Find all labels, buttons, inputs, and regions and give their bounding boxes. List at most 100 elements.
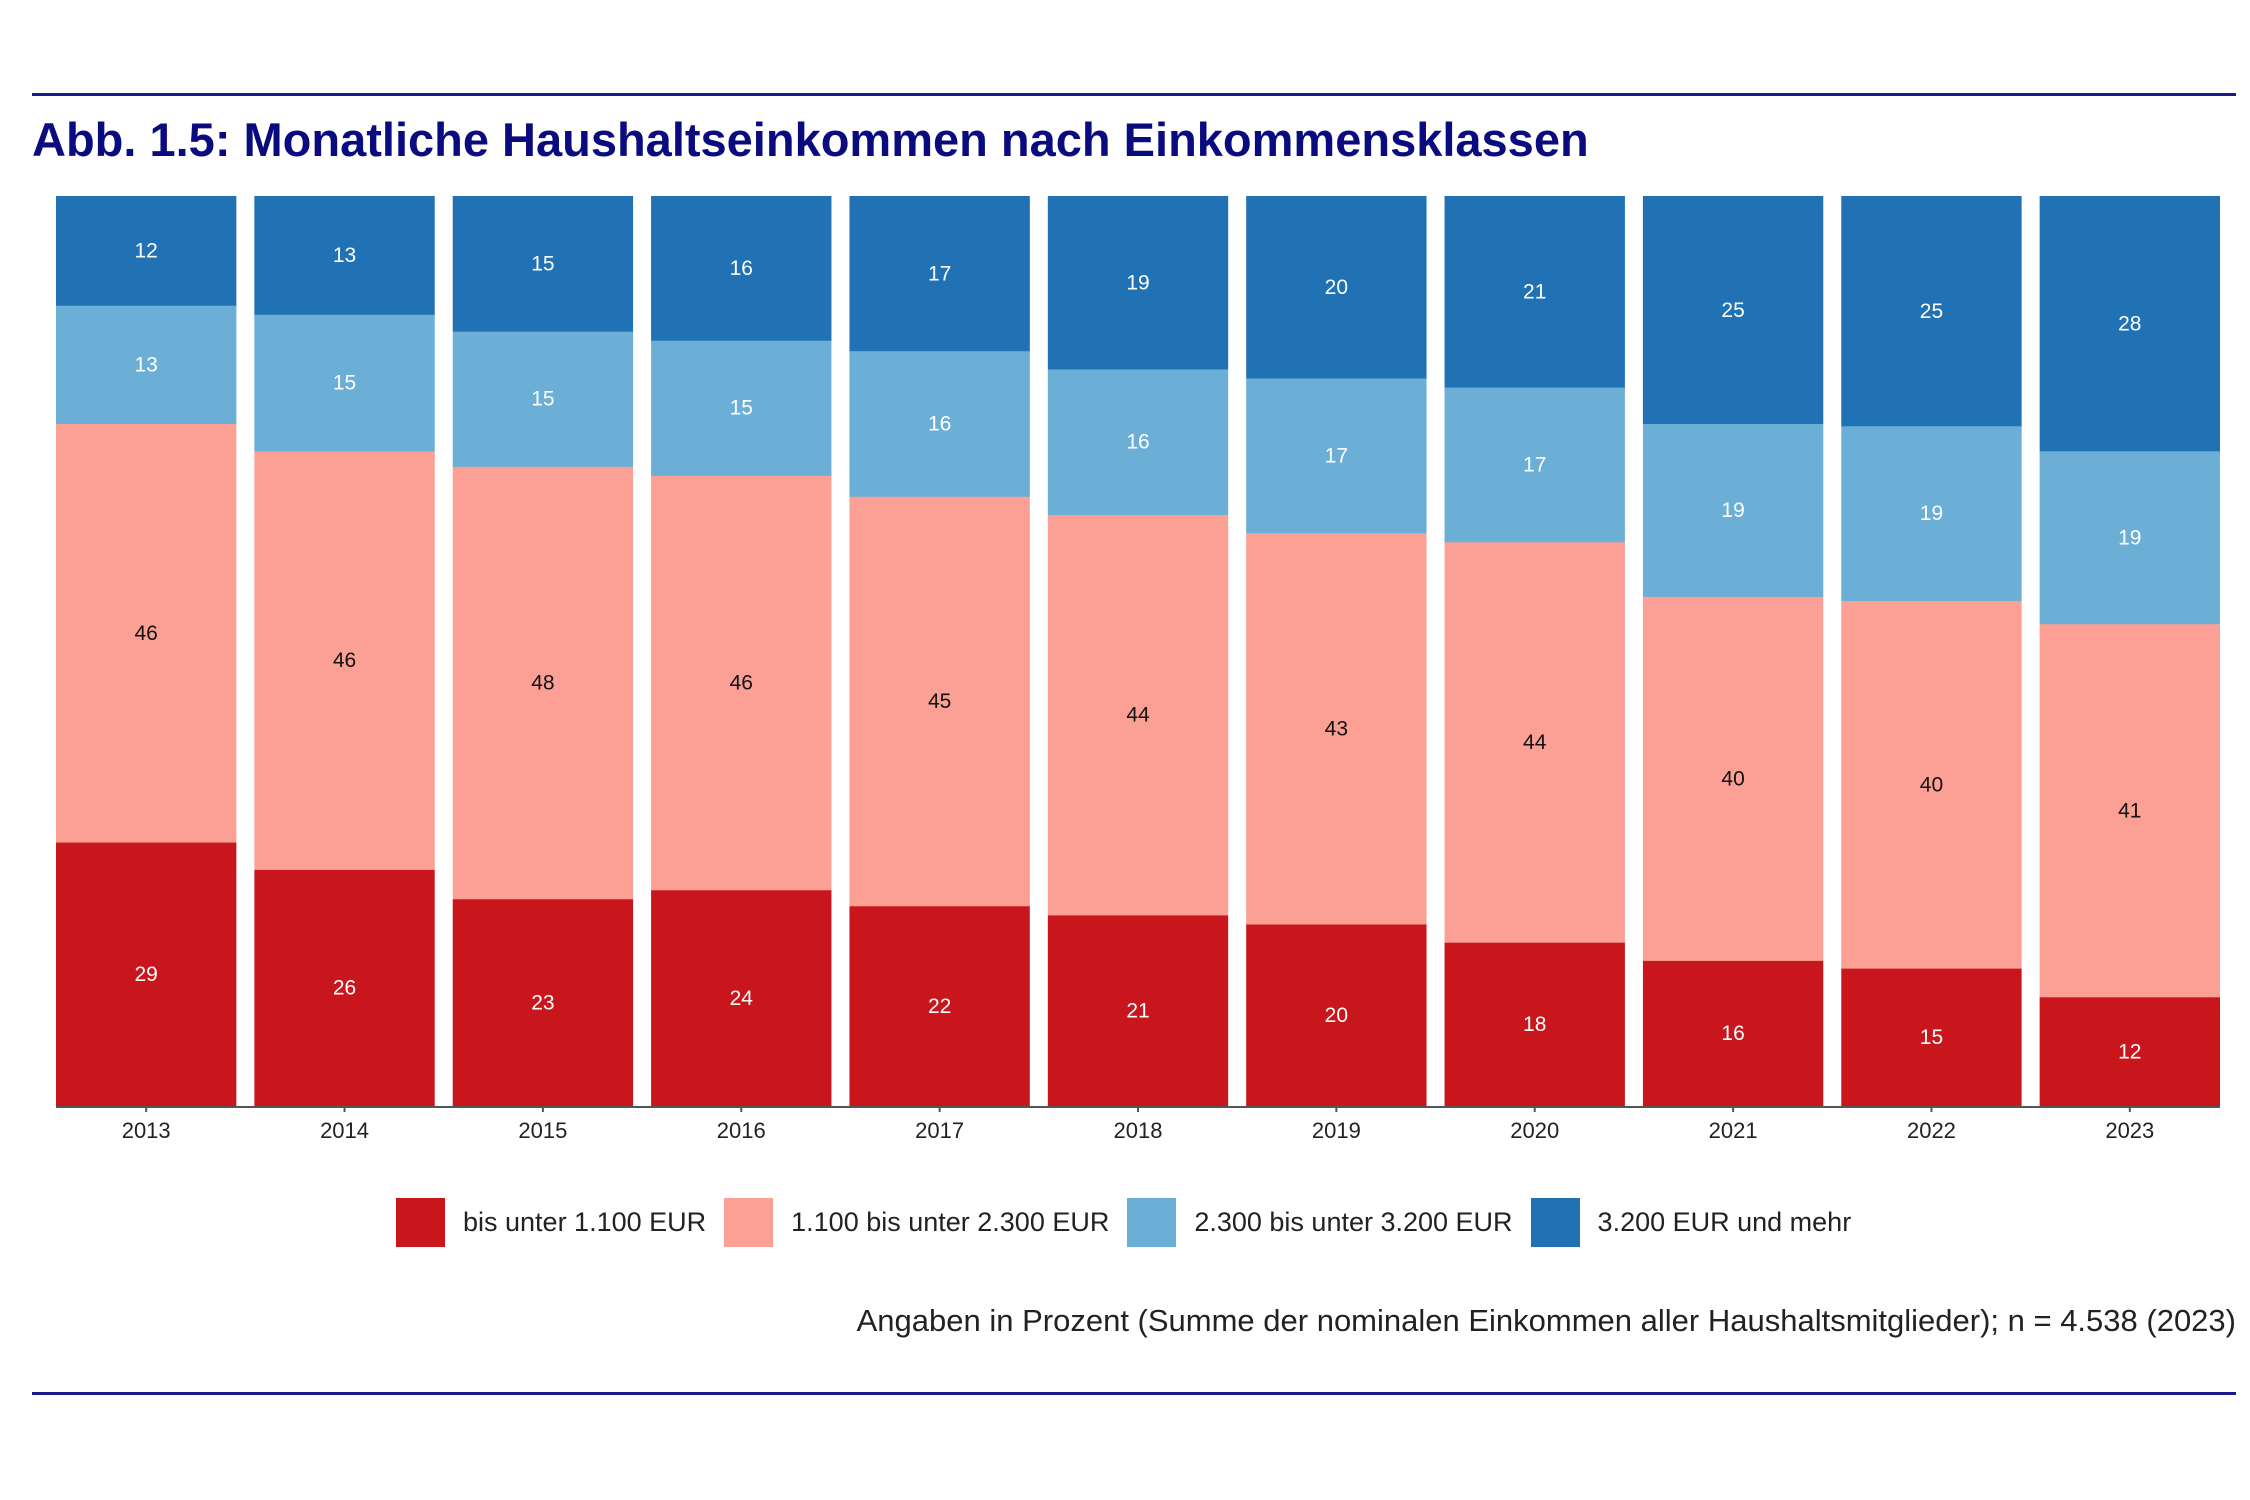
bar-segment [452, 196, 634, 332]
data-label: 22 [928, 995, 951, 1018]
x-tick-label: 2016 [717, 1118, 766, 1143]
data-label: 15 [730, 397, 753, 420]
stacked-bar-chart: 2946131220132646151320142348151520152446… [56, 196, 2220, 1143]
bar-segment [254, 869, 435, 1107]
bar-segment [651, 475, 832, 891]
bar-segment [1642, 596, 1824, 961]
x-tick-label: 2014 [320, 1118, 369, 1143]
bar-segment [1444, 387, 1625, 543]
bar-segment [1642, 960, 1824, 1107]
legend-item: 1.100 bis unter 2.300 EUR [724, 1198, 1109, 1247]
data-label: 25 [1920, 300, 1943, 323]
data-label: 28 [2118, 312, 2141, 335]
bar-segment [254, 196, 435, 315]
x-tick-label: 2015 [518, 1118, 567, 1143]
bar-segment [849, 905, 1030, 1107]
bar-segment [452, 331, 634, 467]
data-label: 29 [135, 963, 158, 986]
data-label: 21 [1523, 281, 1546, 304]
data-label: 15 [1920, 1026, 1943, 1049]
data-label: 21 [1126, 999, 1149, 1022]
data-label: 19 [1920, 502, 1943, 525]
bar-segment [2039, 450, 2220, 625]
x-tick-label: 2019 [1312, 1118, 1361, 1143]
data-label: 15 [531, 253, 554, 276]
data-label: 19 [1126, 271, 1149, 294]
data-label: 16 [1721, 1022, 1744, 1045]
data-label: 46 [135, 622, 158, 645]
data-label: 23 [531, 991, 554, 1014]
legend-swatch [1127, 1198, 1177, 1247]
bar-segment [1841, 425, 2022, 601]
data-label: 17 [1523, 453, 1546, 476]
legend-label: 3.200 EUR und mehr [1597, 1207, 1852, 1237]
bar-segment [1444, 541, 1625, 943]
data-label: 12 [2118, 1040, 2141, 1063]
bar-segment [1047, 914, 1229, 1107]
data-label: 15 [531, 388, 554, 411]
bar-segment [452, 466, 634, 900]
bar-segment [2039, 196, 2220, 452]
legend-item: bis unter 1.100 EUR [396, 1198, 706, 1247]
bar-segment [1642, 423, 1824, 597]
bar-segment [1047, 368, 1229, 515]
data-label: 19 [1721, 499, 1744, 522]
chart-title: Abb. 1.5: Monatliche Haushaltseinkommen … [32, 113, 1589, 166]
bar-segment [56, 842, 237, 1107]
chart-note: Angaben in Prozent (Summe der nominalen … [856, 1303, 2236, 1338]
bar-segment [1444, 196, 1625, 388]
data-label: 48 [531, 672, 554, 695]
data-label: 46 [730, 672, 753, 695]
data-label: 18 [1523, 1013, 1546, 1036]
x-tick-label: 2018 [1114, 1118, 1163, 1143]
bar-segment [651, 340, 832, 476]
x-tick-label: 2022 [1907, 1118, 1956, 1143]
bar-segment [849, 196, 1030, 352]
data-label: 17 [928, 262, 951, 285]
data-label: 16 [1126, 431, 1149, 454]
bar-segment [1841, 968, 2022, 1107]
bar-segment [1444, 942, 1625, 1107]
bar-segment [1246, 378, 1427, 534]
data-label: 16 [928, 413, 951, 436]
bar-segment [1047, 514, 1229, 916]
data-label: 25 [1721, 299, 1744, 322]
bar-segment [1246, 924, 1427, 1107]
bar-segment [1642, 196, 1824, 424]
legend-label: 1.100 bis unter 2.300 EUR [791, 1207, 1110, 1237]
bottom-rule [32, 1392, 2236, 1395]
bar-segment [849, 496, 1030, 907]
data-label: 44 [1126, 704, 1150, 727]
bar-segment [651, 889, 832, 1107]
bar-segment [651, 196, 832, 341]
data-label: 40 [1721, 767, 1744, 790]
x-tick-label: 2013 [122, 1118, 171, 1143]
bar-segment [56, 423, 237, 843]
bar-segment [56, 305, 237, 424]
data-label: 20 [1325, 1004, 1348, 1027]
legend-swatch [1530, 1198, 1580, 1247]
legend-label: bis unter 1.100 EUR [463, 1207, 707, 1237]
data-label: 41 [2118, 799, 2141, 822]
bar-segment [2039, 623, 2220, 998]
data-label: 40 [1920, 773, 1943, 796]
data-label: 15 [333, 372, 356, 395]
data-label: 16 [730, 257, 753, 280]
legend-swatch [724, 1198, 774, 1247]
bar-segment [254, 314, 435, 452]
bar-segment [1246, 196, 1427, 379]
bar-segment [1841, 196, 2022, 427]
bar-segment [254, 450, 435, 870]
data-label: 43 [1325, 717, 1348, 740]
legend-item: 3.200 EUR und mehr [1530, 1198, 1852, 1247]
top-rule [32, 93, 2236, 96]
bar-segment [452, 898, 634, 1107]
data-label: 20 [1325, 276, 1348, 299]
data-label: 17 [1325, 444, 1348, 467]
data-label: 24 [730, 987, 754, 1010]
legend: bis unter 1.100 EUR 1.100 bis unter 2.30… [396, 1198, 1869, 1247]
data-label: 19 [2118, 526, 2141, 549]
bar-segment [1246, 532, 1427, 925]
x-tick-label: 2020 [1510, 1118, 1559, 1143]
bar-segment [2039, 996, 2220, 1107]
